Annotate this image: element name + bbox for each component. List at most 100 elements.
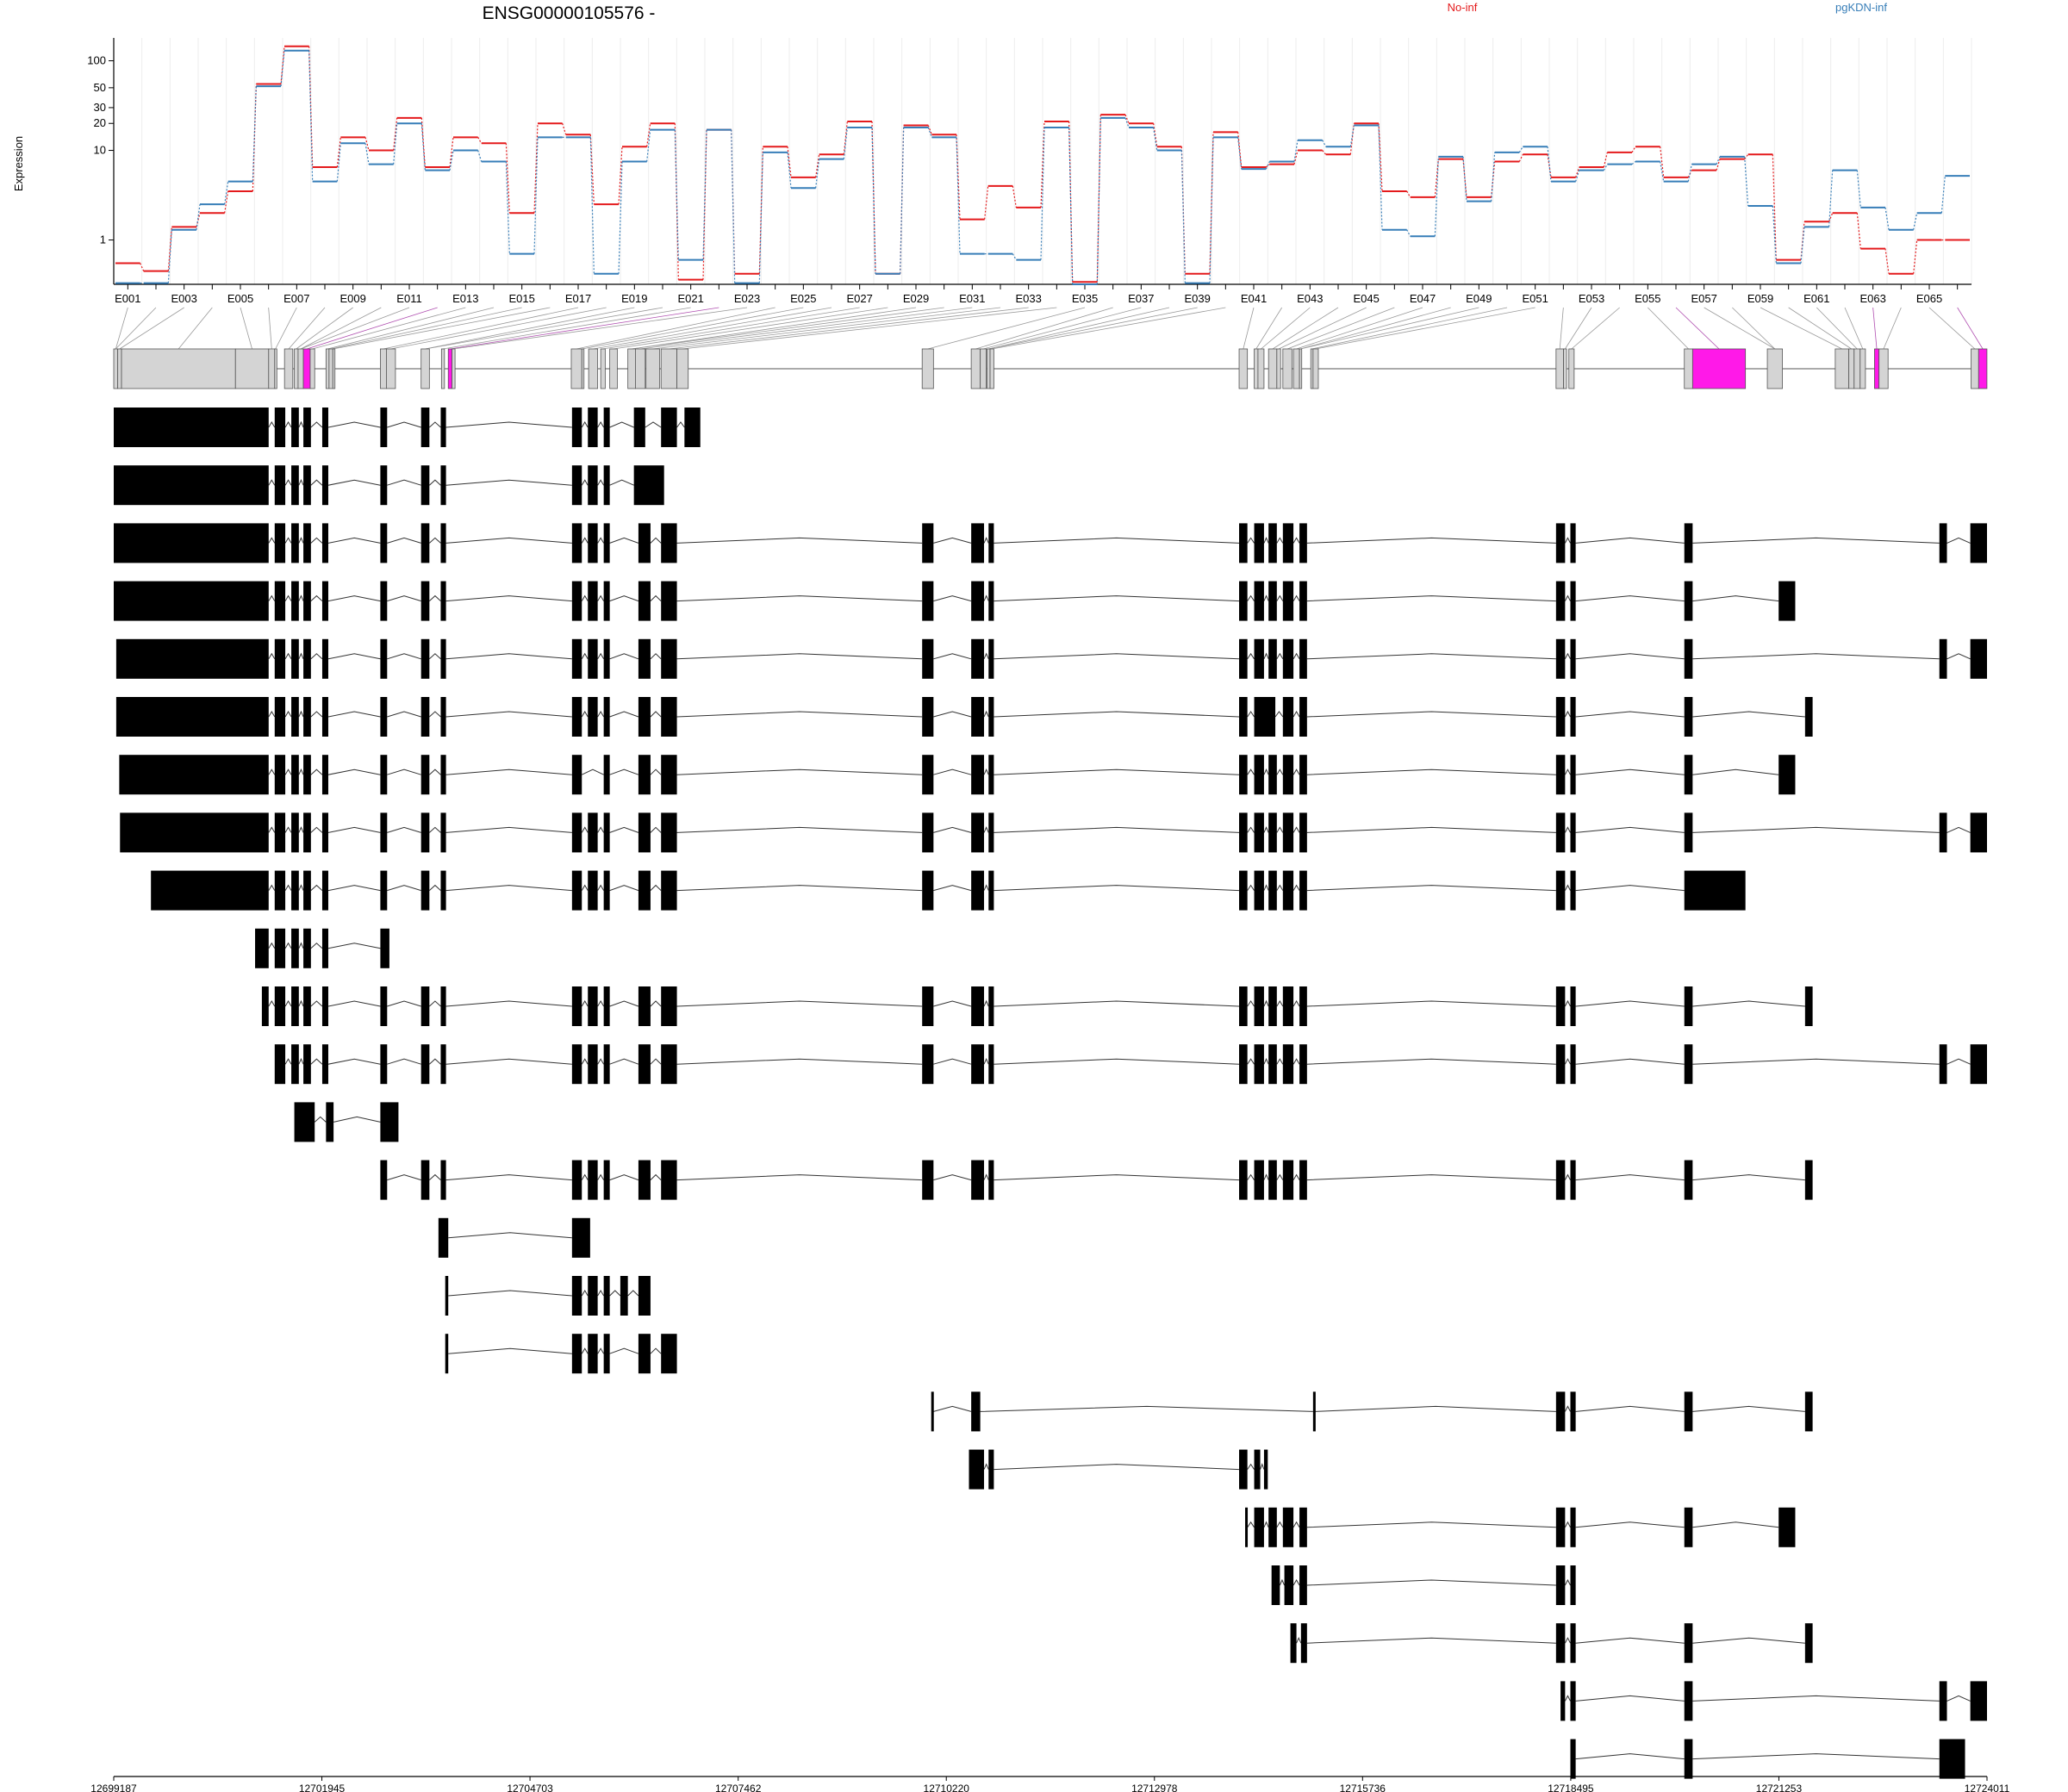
intron-line: [1292, 1521, 1300, 1528]
exon-bin: [627, 348, 636, 389]
exon-block: [988, 581, 994, 621]
exon-block: [1268, 581, 1277, 621]
intron-line: [448, 1232, 572, 1239]
exon-block: [1268, 986, 1277, 1026]
exon-block: [1555, 1507, 1566, 1547]
exon-bin: [600, 348, 606, 389]
exon-connector: [1243, 307, 1255, 350]
intron-line: [310, 1000, 323, 1007]
exon-connector: [119, 307, 184, 350]
transcript-row: [120, 812, 1987, 853]
series-connector: [1012, 253, 1017, 260]
exon-block: [684, 408, 701, 447]
exon-block: [1268, 870, 1277, 911]
intron-line: [327, 1058, 381, 1065]
transcript-row: [1570, 1739, 1965, 1779]
intron-line: [268, 421, 276, 428]
intron-line: [428, 884, 441, 891]
intron-line: [428, 826, 441, 833]
intron-line: [1263, 768, 1269, 775]
intron-line: [609, 1174, 639, 1181]
exon-block: [922, 870, 934, 911]
series-connector: [167, 227, 172, 271]
exon-block: [420, 697, 430, 737]
intron-line: [1276, 768, 1284, 775]
intron-line: [1692, 1174, 1805, 1181]
y-tick-label: 100: [87, 54, 106, 67]
transcript-row: [445, 1334, 677, 1374]
exon-block: [1804, 697, 1813, 737]
intron-line: [448, 1290, 572, 1297]
exon-block: [638, 1276, 651, 1316]
intron-line: [983, 710, 989, 718]
exon-bin: [980, 348, 987, 389]
series-connector: [1293, 150, 1299, 165]
intron-line: [645, 421, 662, 428]
series-connector: [224, 181, 229, 205]
intron-line: [1247, 537, 1255, 544]
intron-line: [650, 884, 662, 891]
intron-line: [1692, 595, 1779, 602]
exon-bin: [302, 348, 311, 389]
intron-line: [1692, 1058, 1940, 1065]
exon-bin: [588, 348, 599, 389]
exon-block: [1555, 1623, 1566, 1664]
intron-line: [933, 595, 972, 602]
exon-block: [1312, 1391, 1316, 1432]
intron-line: [1276, 1058, 1284, 1065]
exon-block: [1555, 870, 1566, 911]
exon-block: [1299, 581, 1307, 621]
exon-block: [1299, 1160, 1307, 1200]
intron-line: [1263, 999, 1269, 1007]
intron-line: [1564, 1405, 1571, 1412]
exon-block: [120, 812, 269, 853]
intron-line: [597, 1058, 605, 1065]
exon-block: [1254, 1449, 1261, 1490]
exon-block: [1684, 755, 1693, 795]
x-tick-label: E025: [790, 292, 816, 305]
exon-block: [661, 986, 677, 1026]
exon-block: [1570, 1565, 1576, 1605]
exon-block: [291, 697, 299, 737]
exon-connector: [1261, 307, 1311, 350]
exon-block: [1570, 1739, 1576, 1779]
exon-block: [1268, 1160, 1277, 1200]
series-connector: [1068, 121, 1074, 283]
intron-line: [1575, 1058, 1685, 1065]
intron-line: [1692, 1000, 1805, 1007]
exon-block: [274, 812, 286, 853]
intron-line: [983, 594, 989, 601]
transcript-row: [114, 581, 1796, 621]
exon-connector: [1315, 307, 1535, 350]
exon-block: [1282, 1160, 1294, 1200]
intron-line: [933, 711, 972, 718]
series-connector: [1913, 213, 1918, 230]
exon-block: [971, 1160, 985, 1200]
exon-block: [1299, 1507, 1307, 1547]
exon-block: [1570, 1391, 1576, 1432]
intron-line: [298, 537, 304, 544]
intron-line: [609, 711, 639, 718]
exon-block: [303, 755, 311, 795]
exon-block: [1684, 581, 1693, 621]
intron-line: [581, 1000, 589, 1007]
exon-block: [1684, 986, 1693, 1026]
intron-line: [1575, 595, 1685, 602]
exon-bin: [325, 348, 330, 389]
exon-block: [291, 755, 299, 795]
exon-block: [1555, 1160, 1566, 1200]
intron-line: [676, 1058, 923, 1065]
exon-block: [380, 870, 388, 911]
exon-block: [1570, 1507, 1576, 1547]
exon-block: [1778, 1507, 1796, 1547]
exon-block: [988, 1044, 994, 1085]
exon-connector: [296, 307, 353, 350]
intron-line: [1263, 594, 1269, 601]
exon-block: [571, 1334, 582, 1374]
exon-block: [115, 697, 269, 737]
exon-block: [326, 1102, 334, 1142]
intron-line: [1306, 1174, 1556, 1181]
intron-line: [994, 1464, 1240, 1471]
exon-block: [1939, 523, 1947, 563]
